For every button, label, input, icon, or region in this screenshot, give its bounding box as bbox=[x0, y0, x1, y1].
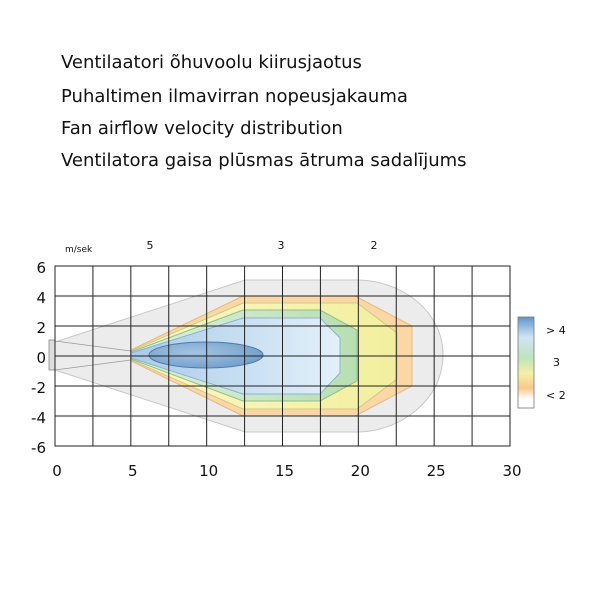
unit-label: m/sek bbox=[65, 245, 93, 255]
y-axis-label: 0 bbox=[36, 349, 46, 367]
x-axis-label: 0 bbox=[52, 462, 62, 480]
title-line: Puhaltimen ilmavirran nopeusjakauma bbox=[61, 86, 408, 107]
title-line: Ventilatora gaisa plūsmas ātruma sadalīj… bbox=[61, 150, 467, 171]
title-line: Ventilaatori õhuvoolu kiirusjaotus bbox=[61, 52, 362, 73]
x-axis-label: 30 bbox=[502, 462, 521, 480]
y-axis-label: -4 bbox=[31, 409, 46, 427]
legend-scale bbox=[517, 316, 535, 409]
zone-label: 3 bbox=[278, 239, 285, 252]
y-axis-label: 2 bbox=[36, 319, 46, 337]
zone-core bbox=[148, 341, 264, 369]
x-axis-label: 5 bbox=[128, 462, 138, 480]
x-axis-label: 25 bbox=[427, 462, 446, 480]
fan-nozzle bbox=[48, 339, 56, 371]
y-axis-label: 6 bbox=[36, 259, 46, 277]
y-axis-label: 4 bbox=[36, 289, 46, 307]
legend-label: < 2 bbox=[546, 389, 566, 402]
y-axis-label: -6 bbox=[31, 439, 46, 457]
title-line: Fan airflow velocity distribution bbox=[61, 118, 343, 139]
x-axis-label: 15 bbox=[275, 462, 294, 480]
legend-label: 3 bbox=[553, 356, 560, 369]
legend-label: > 4 bbox=[546, 324, 566, 337]
y-axis-label: -2 bbox=[31, 379, 46, 397]
grid bbox=[54, 265, 511, 447]
x-axis-label: 10 bbox=[199, 462, 218, 480]
zone-label: 2 bbox=[371, 239, 378, 252]
x-axis-label: 20 bbox=[351, 462, 370, 480]
zone-label: 5 bbox=[147, 239, 154, 252]
